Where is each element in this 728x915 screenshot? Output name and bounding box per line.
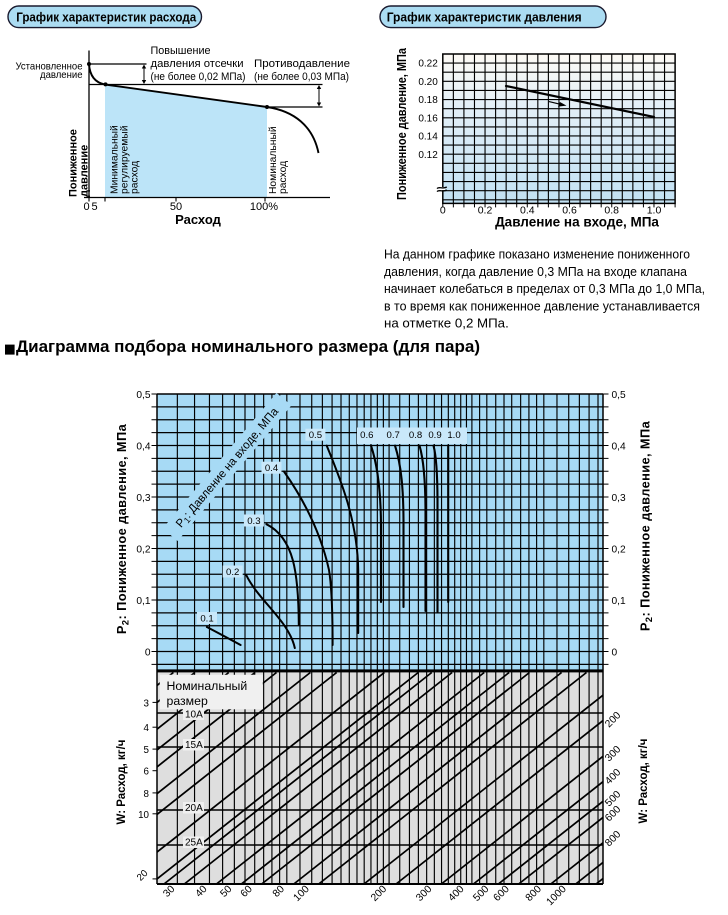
svg-text:3: 3	[144, 699, 150, 710]
svg-text:0.22: 0.22	[418, 59, 438, 70]
svg-text:Диаграмма подбора номинального: Диаграмма подбора номинального размера (…	[16, 338, 480, 356]
svg-text:300: 300	[603, 744, 623, 764]
svg-text:6: 6	[144, 767, 150, 778]
svg-text:График характеристик давления: График характеристик давления	[387, 9, 582, 24]
svg-text:P2: Пониженное давление, МПа: P2: Пониженное давление, МПа	[114, 423, 132, 634]
svg-text:0,5: 0,5	[612, 390, 626, 401]
svg-text:W: Расход, кг/ч: W: Расход, кг/ч	[638, 739, 650, 824]
svg-text:0,5: 0,5	[136, 390, 150, 401]
svg-text:1.0: 1.0	[447, 430, 460, 441]
svg-text:800: 800	[603, 829, 623, 849]
svg-text:W: Расход, кг/ч: W: Расход, кг/ч	[116, 740, 128, 825]
svg-text:0,3: 0,3	[612, 493, 626, 504]
svg-text:10A: 10A	[185, 710, 203, 721]
svg-text:0,2: 0,2	[612, 545, 626, 556]
svg-text:(не более 0,02 МПа): (не более 0,02 МПа)	[151, 71, 246, 83]
svg-text:давление: давление	[40, 70, 83, 81]
svg-text:0: 0	[83, 201, 89, 213]
svg-text:Повышение: Повышение	[151, 45, 211, 57]
svg-text:на отметке 0,2 МПа.: на отметке 0,2 МПа.	[384, 316, 509, 331]
svg-text:Установленное: Установленное	[16, 62, 83, 73]
svg-text:40: 40	[194, 884, 210, 900]
svg-text:0.8: 0.8	[409, 430, 422, 441]
svg-text:80: 80	[271, 884, 287, 900]
svg-text:давление: давление	[79, 145, 91, 197]
svg-text:0.16: 0.16	[418, 113, 438, 124]
svg-text:0.12: 0.12	[418, 150, 438, 161]
svg-text:0.18: 0.18	[418, 95, 438, 106]
svg-text:5: 5	[144, 745, 150, 756]
svg-text:5: 5	[91, 201, 97, 213]
svg-text:Пониженное: Пониженное	[68, 129, 80, 197]
svg-text:размер: размер	[167, 694, 208, 708]
svg-text:0.6: 0.6	[360, 430, 373, 441]
svg-text:100%: 100%	[250, 201, 278, 213]
svg-text:давления отсечки: давления отсечки	[151, 58, 244, 70]
svg-text:Номинальный: Номинальный	[268, 126, 279, 194]
svg-text:0: 0	[145, 648, 151, 659]
svg-text:0.4: 0.4	[520, 204, 535, 216]
svg-text:1000: 1000	[545, 884, 569, 908]
svg-text:300: 300	[414, 884, 434, 904]
svg-text:0.7: 0.7	[387, 430, 400, 441]
svg-text:Противодавление: Противодавление	[254, 58, 350, 70]
svg-text:200: 200	[369, 884, 389, 904]
svg-text:Номинальный: Номинальный	[167, 679, 248, 693]
svg-text:50: 50	[219, 884, 235, 900]
svg-text:0: 0	[612, 648, 618, 659]
svg-text:400: 400	[603, 767, 623, 787]
svg-text:На данном графике показано изм: На данном графике показано изменение пон…	[384, 247, 690, 262]
svg-text:0.5: 0.5	[309, 430, 322, 441]
svg-text:4: 4	[144, 723, 150, 734]
svg-text:15A: 15A	[185, 740, 203, 751]
svg-text:20: 20	[135, 868, 151, 884]
svg-text:0.3: 0.3	[247, 516, 260, 527]
svg-text:60: 60	[239, 884, 255, 900]
svg-text:800: 800	[524, 884, 544, 904]
svg-text:Пониженное давление, МПа: Пониженное давление, МПа	[394, 47, 409, 200]
svg-text:Давление на входе, МПа: Давление на входе, МПа	[495, 214, 659, 229]
svg-text:График характеристик расхода: График характеристик расхода	[16, 9, 197, 24]
svg-text:0.4: 0.4	[265, 463, 279, 474]
svg-text:0.9: 0.9	[428, 430, 441, 441]
svg-text:600: 600	[492, 884, 512, 904]
svg-text:регулируемый: регулируемый	[120, 125, 131, 194]
svg-text:0.20: 0.20	[418, 77, 438, 88]
svg-text:100: 100	[292, 884, 312, 904]
svg-text:200: 200	[603, 710, 623, 730]
svg-text:0.2: 0.2	[226, 567, 239, 578]
svg-text:500: 500	[471, 884, 491, 904]
svg-text:0.1: 0.1	[200, 614, 213, 625]
svg-text:Минимальный: Минимальный	[110, 125, 121, 194]
svg-text:8: 8	[144, 789, 150, 800]
svg-text:начинает колебаться в пределах: начинает колебаться в пределах от 0,3 МП…	[384, 281, 705, 296]
svg-text:50: 50	[170, 201, 182, 213]
svg-text:в то время как пониженное давл: в то время как пониженное давление устан…	[384, 298, 700, 313]
svg-text:0: 0	[440, 204, 446, 216]
svg-text:600: 600	[603, 804, 623, 824]
svg-text:0.6: 0.6	[562, 204, 577, 216]
svg-text:давления, когда давление 0,3 М: давления, когда давление 0,3 МПа на вход…	[384, 264, 688, 279]
svg-text:расход: расход	[278, 161, 289, 194]
svg-text:30: 30	[161, 884, 177, 900]
svg-text:1.0: 1.0	[647, 204, 662, 216]
svg-text:0,4: 0,4	[612, 442, 626, 453]
svg-text:0.14: 0.14	[418, 132, 438, 143]
svg-text:0,4: 0,4	[136, 442, 150, 453]
svg-text:(не более 0,03 МПа): (не более 0,03 МПа)	[254, 71, 349, 83]
svg-text:0.2: 0.2	[478, 204, 493, 216]
svg-text:0.8: 0.8	[604, 204, 619, 216]
svg-text:400: 400	[447, 884, 467, 904]
svg-text:расход: расход	[130, 161, 141, 194]
svg-text:P2: Пониженное давление, МПа: P2: Пониженное давление, МПа	[638, 420, 656, 631]
svg-text:0,1: 0,1	[612, 596, 626, 607]
svg-text:0,1: 0,1	[136, 596, 150, 607]
svg-text:Расход: Расход	[175, 212, 221, 227]
svg-text:10: 10	[138, 810, 149, 821]
svg-text:0,3: 0,3	[136, 493, 150, 504]
svg-text:0,2: 0,2	[136, 545, 150, 556]
svg-text:20A: 20A	[185, 803, 203, 814]
svg-text:25A: 25A	[185, 838, 203, 849]
